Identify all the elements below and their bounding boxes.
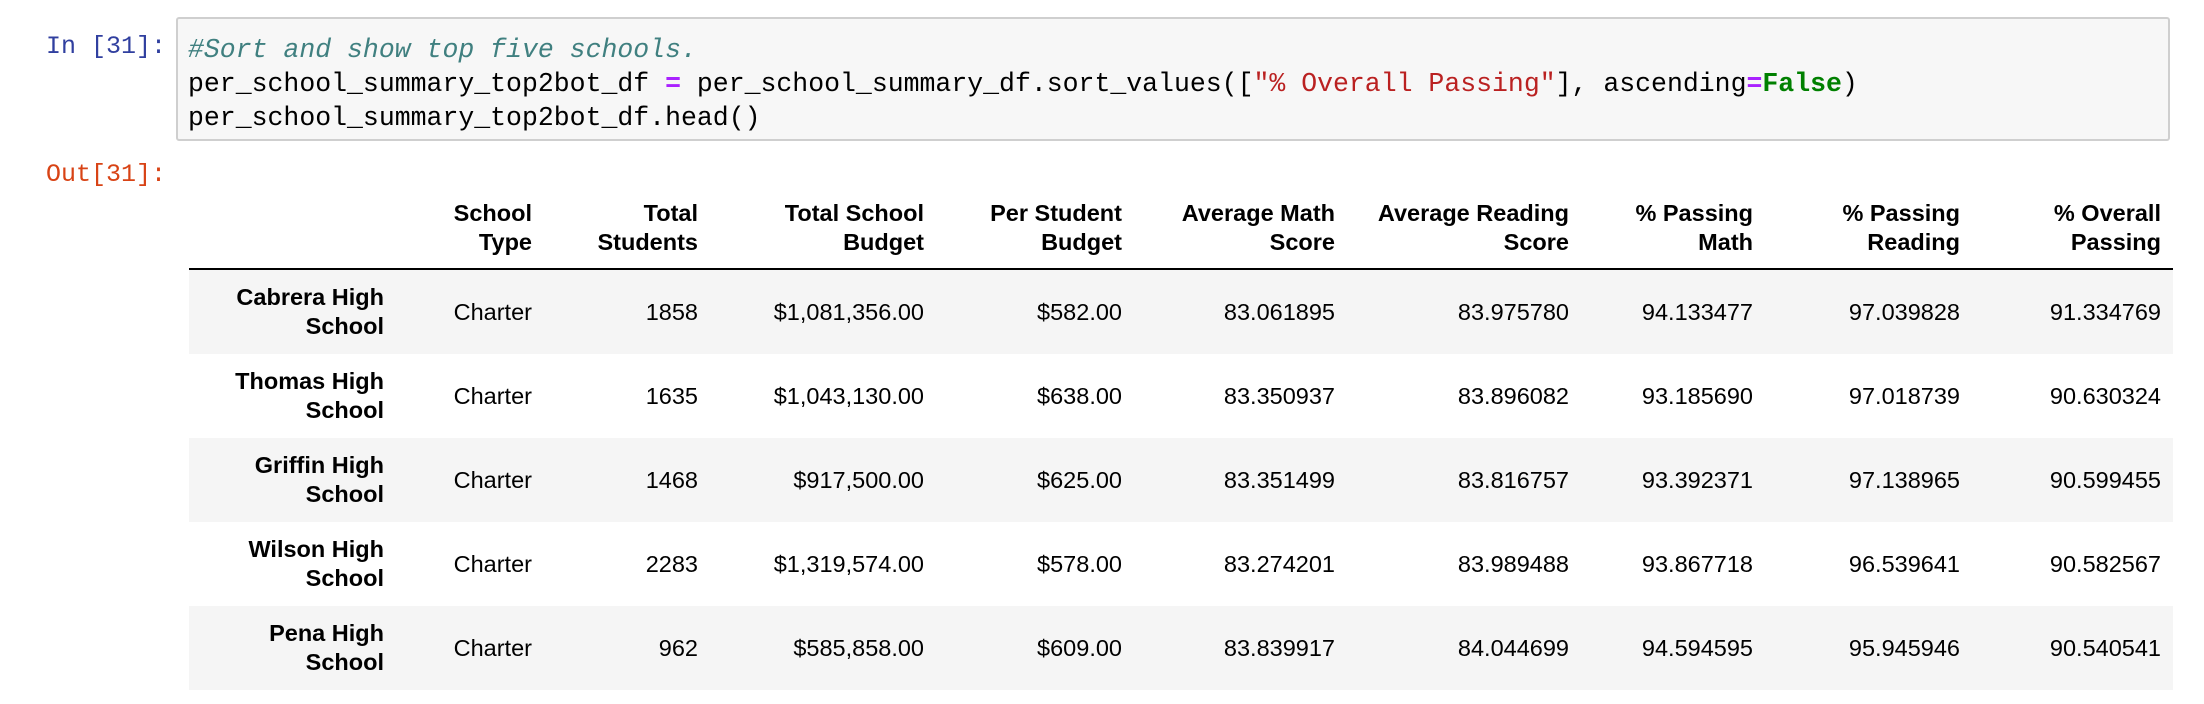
- table-cell: 84.044699: [1457, 634, 1569, 661]
- table-cell: 1858: [645, 298, 698, 325]
- table-cell: 90.582567: [2049, 550, 2161, 577]
- index-header: [189, 184, 396, 270]
- table-cell: 93.392371: [1641, 466, 1753, 493]
- table-cell: $1,043,130.00: [773, 382, 924, 409]
- table-cell: 2283: [645, 550, 698, 577]
- table-cell: 90.599455: [2049, 466, 2161, 493]
- column-header: School Type: [396, 184, 544, 270]
- dataframe-table: School Type Total Students Total School Bud…: [189, 184, 2173, 690]
- table-cell: 94.594595: [1641, 634, 1753, 661]
- code-line-3: per_school_summary_top2bot_df.head(): [188, 103, 761, 133]
- table-cell: 83.274201: [1223, 550, 1335, 577]
- table-cell: 83.351499: [1223, 466, 1335, 493]
- table-cell: $578.00: [1037, 550, 1122, 577]
- table-cell: $582.00: [1037, 298, 1122, 325]
- table-row: Cabrera High School Charter 1858 $1,081,3…: [189, 269, 2173, 354]
- code-token: ): [1841, 69, 1858, 99]
- table-cell: 1468: [645, 466, 698, 493]
- column-header: Average Reading Score: [1347, 184, 1581, 270]
- row-index-label: Cabrera High School: [236, 284, 384, 339]
- output-prompt: Out[31]:: [45, 160, 166, 189]
- code-input-area[interactable]: #Sort and show top five schools. per_sch…: [176, 17, 2170, 141]
- table-cell: $1,319,574.00: [773, 550, 924, 577]
- column-header: Total Students: [544, 184, 710, 270]
- table-row: Griffin High School Charter 1468 $917,500…: [189, 438, 2173, 522]
- column-header: % Overall Passing: [1972, 184, 2173, 270]
- row-index-label: Pena High School: [269, 620, 384, 675]
- table-cell: 97.018739: [1848, 382, 1960, 409]
- table-cell: 96.539641: [1848, 550, 1960, 577]
- table-cell: 83.350937: [1223, 382, 1335, 409]
- column-header: Total School Budget: [710, 184, 936, 270]
- table-row: Wilson High School Charter 2283 $1,319,57…: [189, 522, 2173, 606]
- table-cell: 97.138965: [1848, 466, 1960, 493]
- column-header: Average Math Score: [1134, 184, 1347, 270]
- table-cell: Charter: [453, 634, 532, 661]
- table-cell: 97.039828: [1848, 298, 1960, 325]
- table-cell: 83.061895: [1223, 298, 1335, 325]
- table-cell: 91.334769: [2049, 298, 2161, 325]
- table-cell: $638.00: [1037, 382, 1122, 409]
- table-cell: 83.816757: [1457, 466, 1569, 493]
- table-cell: 83.896082: [1457, 382, 1569, 409]
- table-cell: 93.185690: [1641, 382, 1753, 409]
- table-row: Pena High School Charter 962 $585,858.00 …: [189, 606, 2173, 690]
- code-token: per_school_summary_df.sort_values([: [680, 69, 1254, 99]
- table-cell: 90.540541: [2049, 634, 2161, 661]
- table-cell: 93.867718: [1641, 550, 1753, 577]
- table-cell: $1,081,356.00: [773, 298, 924, 325]
- row-index-label: Thomas High School: [235, 368, 384, 423]
- table-cell: 962: [658, 634, 698, 661]
- code-string: "% Overall Passing": [1253, 69, 1556, 99]
- code-operator: =: [665, 69, 681, 99]
- table-cell: Charter: [453, 298, 532, 325]
- row-index-label: Wilson High School: [248, 536, 384, 591]
- table-cell: Charter: [453, 382, 532, 409]
- table-cell: 83.975780: [1457, 298, 1569, 325]
- table-cell: Charter: [453, 550, 532, 577]
- table-cell: 94.133477: [1641, 298, 1753, 325]
- code-token: per_school_summary_top2bot_df: [188, 69, 666, 99]
- code-line-2: per_school_summary_top2bot_df = per_scho…: [188, 67, 2168, 101]
- table-row: Thomas High School Charter 1635 $1,043,13…: [189, 354, 2173, 438]
- table-cell: 83.989488: [1457, 550, 1569, 577]
- code-comment: #Sort and show top five schools.: [188, 35, 697, 65]
- code-keyword: False: [1762, 69, 1842, 99]
- table-cell: $609.00: [1037, 634, 1122, 661]
- table-cell: 83.839917: [1223, 634, 1335, 661]
- table-cell: 1635: [645, 382, 698, 409]
- table-cell: $625.00: [1037, 466, 1122, 493]
- code-token: ], ascending: [1555, 69, 1747, 99]
- table-cell: $585,858.00: [793, 634, 924, 661]
- table-cell: $917,500.00: [793, 466, 924, 493]
- column-header: Per Student Budget: [936, 184, 1134, 270]
- table-cell: 95.945946: [1848, 634, 1960, 661]
- column-header: % Passing Reading: [1765, 184, 1972, 270]
- table-cell: 90.630324: [2049, 382, 2161, 409]
- row-index-label: Griffin High School: [254, 452, 384, 507]
- code-operator: =: [1746, 69, 1763, 99]
- table-cell: Charter: [453, 466, 532, 493]
- column-header: % Passing Math: [1581, 184, 1765, 270]
- input-prompt: In [31]:: [45, 32, 166, 61]
- table-header-row: School Type Total Students Total School Bud…: [189, 184, 2173, 270]
- code-line-1: #Sort and show top five schools.: [188, 33, 2168, 67]
